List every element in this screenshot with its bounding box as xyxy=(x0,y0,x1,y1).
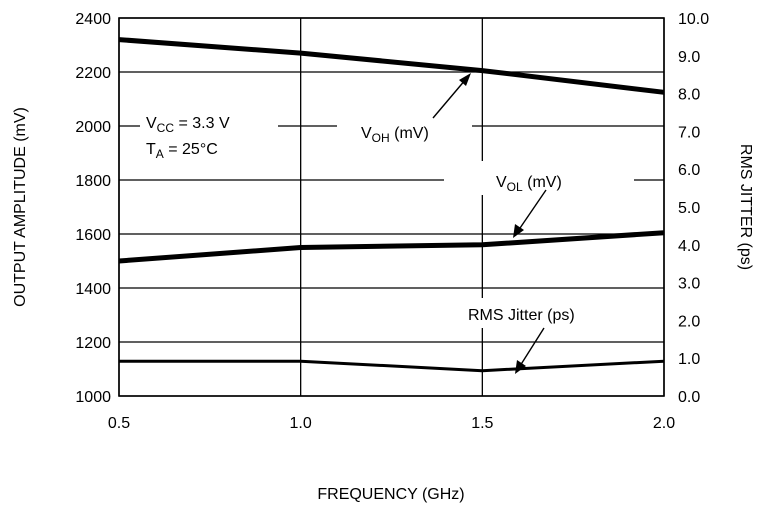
y2-tick-label: 8.0 xyxy=(678,87,700,104)
jitter-label: RMS Jitter (ps) xyxy=(468,307,575,324)
y2-tick-label: 7.0 xyxy=(678,124,700,141)
y2-tick-label: 1.0 xyxy=(678,351,700,368)
y2-tick-label: 5.0 xyxy=(678,200,700,217)
voh-label: VOH (mV) xyxy=(361,125,429,145)
grid-lines xyxy=(118,17,665,397)
series-lines xyxy=(118,37,665,373)
label-background xyxy=(444,161,634,195)
y2-tick-label: 6.0 xyxy=(678,162,700,179)
y-tick-label: 1200 xyxy=(75,335,111,352)
y2-tick-label: 9.0 xyxy=(678,49,700,66)
y-tick-label: 1000 xyxy=(75,389,111,406)
y2-tick-label: 4.0 xyxy=(678,238,700,255)
vol-arrow xyxy=(513,189,547,238)
y-tick-label: 2200 xyxy=(75,65,111,82)
tick-labels: 0.5 1.0 1.5 2.0 1000 1200 1400 1600 1800 2000 2200… xyxy=(75,11,709,432)
x-tick-label: 1.0 xyxy=(290,415,312,432)
label-background xyxy=(337,112,472,144)
y2-tick-label: 2.0 xyxy=(678,313,700,330)
y-tick-label: 1400 xyxy=(75,281,111,298)
y2-tick-label: 3.0 xyxy=(678,276,700,293)
y-tick-label: 2400 xyxy=(75,11,111,28)
plot-frame xyxy=(118,17,665,397)
y-tick-label: 2000 xyxy=(75,119,111,136)
jitter-arrow xyxy=(515,327,545,374)
y2-axis-title: RMS JITTER (ps) xyxy=(737,144,754,270)
x-tick-label: 1.5 xyxy=(471,415,493,432)
voh-arrow xyxy=(432,73,471,119)
y-tick-label: 1800 xyxy=(75,173,111,190)
series-line xyxy=(118,37,665,95)
y2-tick-label: 10.0 xyxy=(678,11,709,28)
ta-condition: TA = 25°C xyxy=(146,141,218,161)
y2-tick-label: 0.0 xyxy=(678,389,700,406)
x-axis-title: FREQUENCY (GHz) xyxy=(317,486,464,503)
x-tick-label: 0.5 xyxy=(108,415,130,432)
series-line xyxy=(118,230,665,264)
label-background xyxy=(140,106,278,162)
vol-label: VOL (mV) xyxy=(496,174,562,194)
label-backgrounds xyxy=(140,106,634,328)
y-tick-label: 1600 xyxy=(75,227,111,244)
series-line xyxy=(119,359,665,373)
vcc-condition: VCC = 3.3 V xyxy=(146,115,230,135)
label-background xyxy=(460,298,618,328)
y-axis-title: OUTPUT AMPLITUDE (mV) xyxy=(12,107,29,307)
x-tick-label: 2.0 xyxy=(653,415,675,432)
